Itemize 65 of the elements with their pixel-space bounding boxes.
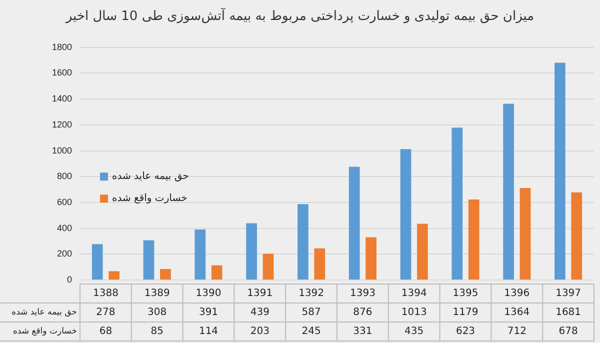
legend-label: خسارت واقع شده [112,193,188,204]
data-label: 1179 [452,307,478,318]
data-label: 876 [353,307,372,318]
data-label: 439 [250,307,270,318]
bar [400,149,412,280]
x-tick-label: 1389 [144,288,170,300]
x-tick-label: 1392 [298,288,324,300]
y-tick-label: 1800 [52,42,72,52]
bar [262,254,274,280]
bar [503,104,514,280]
data-label: 245 [302,326,321,338]
data-label: 1013 [401,307,427,318]
y-tick-label: 1200 [52,119,72,130]
data-label: 68 [99,326,112,338]
data-label: 85 [150,326,164,338]
bar [108,271,120,280]
bar [366,237,376,280]
text: خسارت واقع شده [12,326,77,337]
bar [452,128,463,280]
data-label: 1364 [504,307,530,318]
data-label: 623 [456,326,476,338]
data-label: 114 [198,326,218,338]
x-tick-label: 1396 [504,288,530,300]
x-tick-label: 1397 [556,288,582,300]
x-tick-label: 1393 [350,288,376,300]
data-label: 203 [250,326,270,338]
bar [211,265,222,280]
legend-label: حق بیمه عاید شده [112,171,189,182]
chart-title: میزان حق بیمه تولیدی و خسارت پرداختی مربوط به بیمه آتش‌سوزی طی 10 سال اخیر [64,6,536,26]
data-label: 678 [558,326,578,338]
bar [571,192,582,280]
x-tick-label: 1395 [452,288,478,300]
data-label: 435 [404,326,424,338]
bar [194,229,206,280]
bar [143,240,154,280]
data-label: 331 [353,326,372,338]
bar [520,188,531,280]
data-label: 308 [148,307,167,318]
bar [298,204,308,280]
data-label: 278 [96,307,116,318]
bar [160,269,171,280]
bar [468,199,480,280]
bar [348,166,360,280]
text: حق بیمه عاید شده [12,308,77,318]
bar [92,244,103,280]
data-label: 587 [302,307,321,318]
data-label: 712 [507,326,526,338]
bar [554,62,566,280]
y-tick-label: 1600 [52,68,72,78]
y-tick-label: 1000 [52,145,72,156]
x-tick-label: 1394 [401,288,427,300]
y-tick-label: 200 [56,248,72,259]
x-tick-label: 1390 [196,288,222,300]
bar [417,224,428,280]
y-tick-label: 600 [56,196,72,207]
x-tick-label: 1391 [247,288,273,300]
y-tick-label: 1400 [52,94,72,104]
bar [246,223,257,280]
y-tick-label: 400 [56,222,72,233]
bar [314,248,326,280]
y-tick-label: 800 [56,171,72,182]
data-label: 1681 [556,307,582,318]
x-tick-label: 1388 [92,288,118,300]
data-label: 391 [198,307,218,318]
y-tick-label: 0 [66,274,72,284]
